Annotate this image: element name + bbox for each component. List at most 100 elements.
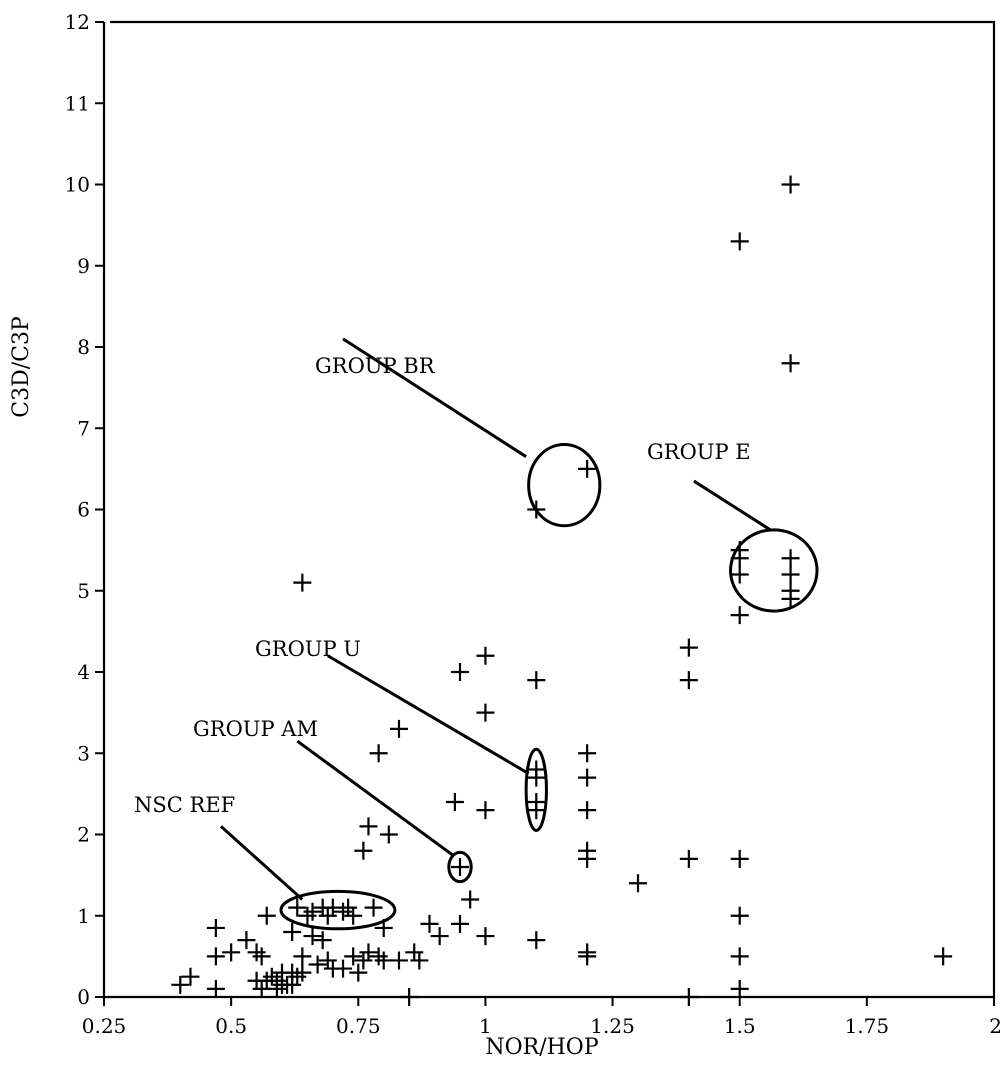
- x-tick-label: 1.75: [845, 1014, 890, 1038]
- data-point: [934, 947, 953, 966]
- data-point: [461, 890, 480, 909]
- data-point: [730, 849, 749, 868]
- data-point: [303, 927, 322, 946]
- annotation-leader-line: [219, 825, 304, 901]
- data-point: [359, 817, 378, 836]
- data-point: [298, 906, 317, 925]
- data-point: [527, 931, 546, 950]
- annotation-ellipse: [524, 747, 548, 832]
- data-point: [181, 967, 200, 986]
- data-point: [405, 943, 424, 962]
- data-point: [781, 354, 800, 373]
- data-point: [323, 898, 342, 917]
- annotation-ellipse: [729, 528, 819, 613]
- data-point: [730, 232, 749, 251]
- data-point: [318, 906, 337, 925]
- data-point: [527, 671, 546, 690]
- data-point: [222, 943, 241, 962]
- y-tick-label: 10: [65, 173, 90, 197]
- annotation-label: GROUP AM: [193, 717, 318, 741]
- data-point: [344, 906, 363, 925]
- data-point: [451, 663, 469, 681]
- plot-frame: [102, 20, 996, 999]
- data-point: [410, 951, 429, 970]
- data-point: [206, 947, 225, 966]
- annotation-label: GROUP BR: [315, 354, 436, 378]
- data-point: [578, 947, 597, 966]
- y-tick-label: 0: [77, 985, 90, 1009]
- data-point: [629, 874, 647, 893]
- data-point: [730, 906, 749, 925]
- data-point: [379, 825, 398, 844]
- data-point: [781, 549, 800, 568]
- annotation-leader-line: [342, 337, 527, 458]
- data-point: [334, 902, 353, 921]
- x-axis-label: NOR/HOP: [485, 1035, 598, 1060]
- data-point: [303, 902, 322, 921]
- data-point: [679, 988, 698, 1006]
- data-point: [273, 963, 291, 982]
- y-tick-label: 6: [77, 498, 90, 522]
- data-point: [257, 906, 276, 925]
- data-point: [288, 967, 307, 986]
- y-tick-label: 2: [77, 823, 90, 847]
- data-point: [679, 671, 698, 690]
- annotation-leader-line: [296, 739, 454, 857]
- data-point: [730, 565, 749, 584]
- data-point: [206, 979, 225, 998]
- data-point: [476, 646, 495, 665]
- data-point: [262, 967, 281, 986]
- data-point: [730, 606, 749, 625]
- annotation-label: GROUP E: [647, 440, 751, 464]
- annotation-leader-line: [327, 654, 530, 775]
- data-point: [578, 801, 597, 820]
- data-point: [252, 979, 271, 998]
- y-tick-label: 9: [77, 254, 90, 278]
- plot-axes: [102, 20, 996, 999]
- data-point: [349, 963, 368, 982]
- annotation-ellipse: [279, 889, 397, 931]
- y-tick-label: 5: [77, 579, 90, 603]
- y-tick-label: 3: [77, 741, 90, 765]
- data-point: [730, 947, 749, 966]
- data-point: [313, 931, 332, 950]
- data-point: [451, 858, 469, 876]
- y-tick-label: 8: [77, 335, 90, 359]
- data-point: [283, 923, 302, 941]
- y-tick-label: 11: [65, 91, 90, 115]
- data-point: [781, 175, 800, 194]
- data-point: [171, 975, 190, 994]
- data-point: [374, 951, 393, 970]
- annotation-ellipse: [527, 443, 602, 528]
- data-point: [323, 959, 342, 978]
- data-point: [389, 719, 408, 738]
- x-tick-label: 1: [479, 1014, 492, 1038]
- x-tick-label: 2: [989, 1014, 1002, 1038]
- data-point: [476, 927, 495, 946]
- data-point: [344, 947, 363, 966]
- data-point: [369, 947, 388, 966]
- y-tick-label: 12: [65, 10, 90, 34]
- annotation-ellipse: [447, 850, 473, 884]
- data-point: [389, 951, 408, 970]
- data-point: [318, 951, 337, 970]
- data-point: [476, 801, 495, 820]
- x-tick-label: 1.25: [590, 1014, 635, 1038]
- data-point: [400, 988, 419, 1006]
- data-point: [267, 979, 286, 998]
- data-point: [578, 459, 597, 478]
- data-point: [527, 801, 546, 820]
- data-point: [781, 565, 800, 584]
- data-point: [420, 914, 439, 933]
- data-point: [247, 943, 266, 962]
- data-point: [252, 947, 271, 966]
- x-tick-label: 1.5: [724, 1014, 756, 1038]
- x-tick-label: 0.75: [336, 1014, 381, 1038]
- annotation-label: NSC REF: [134, 793, 235, 817]
- data-point: [451, 914, 469, 933]
- y-tick-label: 4: [77, 660, 90, 684]
- data-point: [339, 898, 358, 917]
- data-point: [578, 768, 597, 787]
